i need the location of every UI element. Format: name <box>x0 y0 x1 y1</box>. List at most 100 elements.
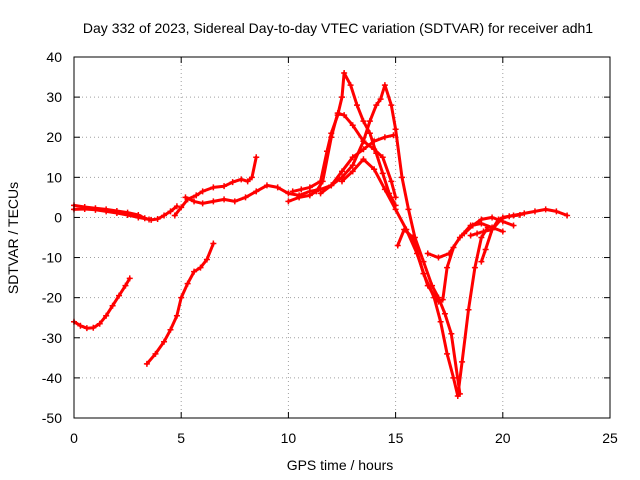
series-arc-7 <box>285 110 399 205</box>
data-point <box>465 306 472 313</box>
y-tick-label: 20 <box>46 129 62 145</box>
data-point <box>339 94 345 101</box>
series-arc-11 <box>339 156 457 305</box>
data-point <box>381 134 388 141</box>
data-point <box>360 138 367 145</box>
data-point <box>285 198 292 205</box>
data-point <box>317 178 324 185</box>
data-point <box>349 162 356 169</box>
data-point <box>124 212 131 219</box>
data-point <box>263 182 270 189</box>
data-point <box>161 338 168 345</box>
data-point <box>210 198 217 205</box>
data-point <box>444 350 451 357</box>
data-point <box>516 212 523 219</box>
series-line <box>173 155 258 217</box>
data-point <box>489 214 496 221</box>
tick-labels: 0 5 10 15 20 25 -50 -40 -30 -20 -10 0 10 20 30 40 <box>42 49 618 446</box>
data-point <box>126 275 133 282</box>
data-point <box>184 280 191 287</box>
data-point <box>360 118 367 125</box>
data-point <box>506 213 513 220</box>
data-point <box>199 200 206 207</box>
data-point <box>480 228 487 235</box>
data-point <box>146 216 153 223</box>
data-point <box>116 292 123 299</box>
data-point <box>377 96 384 103</box>
grid-lines <box>74 57 610 418</box>
series-arc-3 <box>71 275 133 332</box>
data-point <box>229 179 236 186</box>
data-point <box>298 186 305 193</box>
data-point <box>274 184 281 191</box>
data-point <box>381 82 388 89</box>
data-point <box>109 302 116 309</box>
series-line <box>340 157 455 304</box>
data-point <box>210 240 217 247</box>
data-point <box>474 230 481 237</box>
data-point <box>210 184 217 191</box>
data-point <box>489 226 496 233</box>
data-point <box>191 198 198 205</box>
data-point <box>203 256 210 263</box>
data-point <box>323 148 330 155</box>
series-arc-8 <box>289 70 399 209</box>
series-arc-15 <box>467 206 571 239</box>
data-point <box>531 208 538 215</box>
data-point <box>392 206 399 213</box>
data-point <box>253 188 260 195</box>
series-arc-16 <box>478 212 523 265</box>
data-point <box>313 188 320 195</box>
data-point <box>197 264 204 271</box>
series-arc-4 <box>143 240 217 367</box>
data-point <box>103 312 110 319</box>
series-line <box>396 226 490 398</box>
data-point <box>478 216 485 223</box>
data-point <box>173 312 180 319</box>
data-point <box>373 102 380 109</box>
data-point <box>306 184 313 191</box>
data-point <box>96 320 103 327</box>
data-point <box>83 325 90 332</box>
data-point <box>405 206 412 213</box>
series-arc-1 <box>71 202 180 223</box>
y-tick-label: -30 <box>42 330 62 346</box>
data-point <box>446 250 453 257</box>
data-point <box>349 168 356 175</box>
data-point <box>167 326 174 333</box>
data-point <box>248 174 255 181</box>
data-point <box>81 206 88 213</box>
y-tick-label: 0 <box>54 209 62 225</box>
data-point <box>199 188 206 195</box>
data-point <box>437 318 444 325</box>
y-tick-label: -40 <box>42 370 62 386</box>
x-tick-label: 5 <box>177 430 185 446</box>
data-point <box>420 270 427 277</box>
data-point <box>424 250 431 257</box>
data-point <box>366 118 373 125</box>
data-point <box>521 210 528 217</box>
series-line <box>145 242 215 366</box>
data-point <box>366 130 373 137</box>
data-point <box>371 166 378 173</box>
y-tick-label: 30 <box>46 89 62 105</box>
y-tick-label: 10 <box>46 169 62 185</box>
y-tick-label: 40 <box>46 49 62 65</box>
data-point <box>171 212 178 219</box>
data-point <box>154 216 161 223</box>
data-point <box>103 208 110 215</box>
data-point <box>339 178 345 185</box>
data-point <box>379 154 386 161</box>
plot-area-frame <box>73 56 611 419</box>
y-axis-label: SDTVAR / TECUs <box>5 182 21 294</box>
x-tick-label: 20 <box>495 430 511 446</box>
data-point <box>409 234 416 241</box>
data-point <box>360 156 367 163</box>
data-point <box>193 192 200 199</box>
data-point <box>122 282 129 289</box>
data-point <box>182 194 189 201</box>
data-point <box>152 350 159 357</box>
data-point <box>221 196 228 203</box>
data-point <box>289 188 296 195</box>
